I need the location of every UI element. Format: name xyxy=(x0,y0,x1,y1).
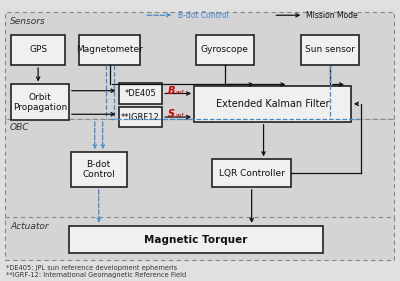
Text: LQR Controller: LQR Controller xyxy=(219,169,284,178)
Bar xyxy=(118,83,162,104)
Bar xyxy=(301,35,359,65)
Bar xyxy=(118,107,162,127)
Text: **IGRF-12: International Geomagnetic Reference Field: **IGRF-12: International Geomagnetic Ref… xyxy=(6,272,186,278)
Bar xyxy=(194,86,351,122)
Bar xyxy=(196,35,254,65)
Bar xyxy=(11,35,65,65)
Bar xyxy=(5,12,394,119)
Bar xyxy=(5,217,394,260)
Bar xyxy=(5,119,394,219)
Text: **IGRF12: **IGRF12 xyxy=(121,112,160,121)
Text: *DE405: *DE405 xyxy=(124,89,156,98)
Text: B-dot
Control: B-dot Control xyxy=(82,160,115,179)
Text: Magnetic Torquer: Magnetic Torquer xyxy=(144,235,248,244)
Bar xyxy=(79,35,140,65)
Text: Sensors: Sensors xyxy=(10,17,46,26)
Text: S: S xyxy=(168,109,175,119)
Text: Gyroscope: Gyroscope xyxy=(201,45,249,54)
Text: ref: ref xyxy=(175,90,184,95)
Text: B: B xyxy=(168,86,176,96)
Text: Mission Mode: Mission Mode xyxy=(306,11,358,20)
Text: B-dot Control: B-dot Control xyxy=(178,11,229,20)
Bar xyxy=(71,152,126,187)
Text: Magnetometer: Magnetometer xyxy=(76,45,143,54)
Text: Actuator: Actuator xyxy=(10,222,49,231)
Text: Orbit
Propagation: Orbit Propagation xyxy=(13,93,67,112)
Text: Sun sensor: Sun sensor xyxy=(305,45,355,54)
Bar xyxy=(212,159,291,187)
Bar xyxy=(69,226,323,253)
Text: GPS: GPS xyxy=(29,45,47,54)
Text: Extended Kalman Filter: Extended Kalman Filter xyxy=(216,99,329,109)
Text: *DE405: JPL sun reference development ephemeris: *DE405: JPL sun reference development ep… xyxy=(6,265,177,271)
Text: ref: ref xyxy=(175,113,184,118)
Text: OBC: OBC xyxy=(10,123,30,132)
Bar xyxy=(11,85,69,121)
